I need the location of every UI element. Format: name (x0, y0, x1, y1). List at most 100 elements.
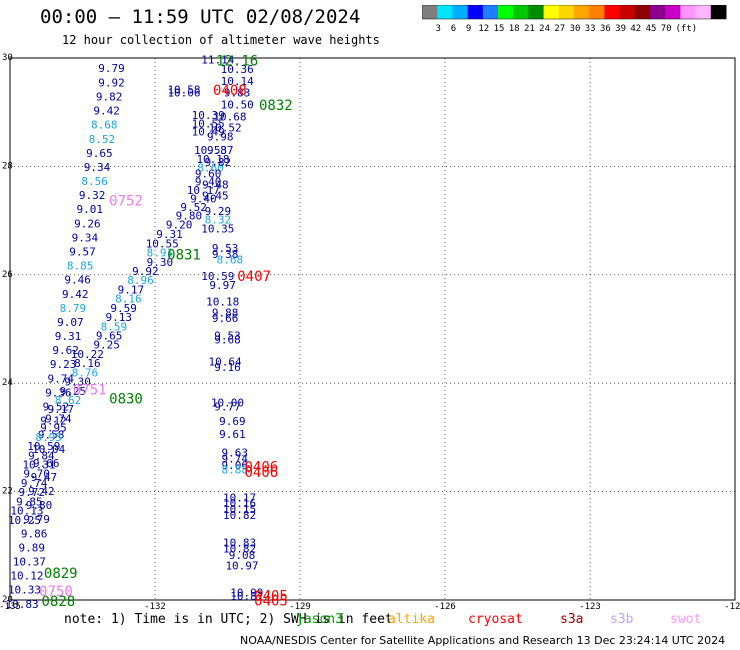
swh-value-label: 9.45 (202, 190, 229, 203)
swh-value-label: 10.58 (167, 83, 200, 96)
x-tick-label: -126 (434, 602, 456, 610)
swh-value-label: 8.95 (35, 431, 62, 444)
swh-value-label: 9.25 (60, 385, 87, 398)
legend-entry-s3b: s3b (610, 612, 634, 627)
swh-value-label: 9.13 (106, 311, 133, 324)
swh-value-label: 9.26 (74, 217, 101, 230)
swh-value-label: 9.92 (132, 265, 159, 278)
swh-value-label: 10.31 (22, 459, 55, 472)
colorbar-tick-label: 45 (646, 24, 657, 34)
swh-value-label: 9.86 (21, 527, 48, 540)
swh-value-label: 9.79 (98, 62, 125, 75)
x-tick-label: -129 (289, 602, 311, 610)
swh-value-label: 9.61 (219, 428, 246, 441)
swh-value-label: 9.87 (207, 144, 234, 157)
colorbar-swatch (665, 5, 681, 19)
colorbar-swatch (437, 5, 453, 19)
swh-value-label: 9.07 (57, 316, 84, 329)
swh-value-label: 9.66 (33, 457, 60, 470)
swh-value-label: 10.82 (223, 543, 256, 556)
colorbar-tick-label: 18 (509, 24, 520, 34)
legend-entry-altika: altika (388, 612, 435, 627)
swh-value-label: 10.50 (221, 99, 254, 112)
swh-value-label: 9.40 (195, 176, 222, 189)
swh-value-label: 10.36 (221, 63, 254, 76)
swh-value-label: 10.55 (192, 118, 225, 131)
swh-value-label: 9.01 (77, 203, 104, 216)
legend-entry-swot: swot (670, 612, 702, 627)
swh-value-label: 10.35 (201, 223, 234, 236)
swh-value-label: 10.15 (223, 503, 256, 516)
swh-value-label: 9.84 (28, 449, 55, 462)
swh-value-label: 9.30 (147, 256, 174, 269)
swh-value-label: 8.68 (91, 119, 118, 132)
swh-value-label: 10.59 (201, 270, 234, 283)
pass-time-label: 0405 (254, 589, 288, 605)
swh-value-label: 8.16 (115, 293, 142, 306)
swh-value-label: 8.32 (205, 214, 232, 227)
colorbar-tick-label: 9 (466, 24, 471, 34)
colorbar: 3 6 9 12 15 18 21 24 27 30 33 36 39 42 45 70 (ft) (422, 5, 727, 34)
colorbar-swatch (574, 5, 590, 19)
pass-time-label: 0405 (254, 594, 288, 610)
swh-value-label: 9.74 (48, 372, 75, 385)
map-frame (9, 57, 736, 601)
swh-value-label: 9.42 (28, 485, 55, 498)
swh-value-label: 10.59 (27, 440, 60, 453)
swh-value-label: 9.42 (93, 105, 120, 118)
swh-value-label: 8.85 (67, 260, 94, 273)
swh-value-label: 9.85 (16, 495, 43, 508)
swh-value-label: 9.80 (26, 499, 53, 512)
swh-value-label: 9.17 (48, 403, 75, 416)
colorbar-tick-label: 27 (554, 24, 565, 34)
swh-value-label: 9.58 (38, 429, 65, 442)
swh-value-label: 9.89 (19, 541, 46, 554)
swh-value-label: 8.91 (147, 247, 174, 260)
pass-time-label: 0751 (73, 383, 107, 399)
swh-value-label: 9.53 (214, 330, 241, 343)
colorbar-swatch (589, 5, 605, 19)
swh-value-label: 10.52 (209, 121, 242, 134)
swh-value-label: 9.12 (40, 415, 67, 428)
y-tick-label: 28 (2, 161, 13, 171)
swh-value-label: 10.87 (230, 590, 263, 603)
swh-value-label: 9.59 (110, 302, 137, 315)
swh-value-label: 9.80 (176, 210, 203, 223)
swh-value-label: 10.39 (192, 109, 225, 122)
legend-entry-s3a: s3a (560, 612, 584, 627)
swh-value-label: 9.40 (190, 192, 217, 205)
swh-value-label: 9.57 (69, 245, 96, 258)
swh-value-label: 10.99 (230, 586, 263, 599)
swh-value-label: 9.60 (195, 167, 222, 180)
x-tick-label: -123 (579, 602, 601, 610)
swh-value-label: 10.04 (32, 443, 65, 456)
colorbar-swatch (467, 5, 484, 19)
swh-value-label: 9.08 (229, 549, 256, 562)
swh-value-label: 10.18 (206, 295, 239, 308)
swh-value-label: 10.33 (8, 584, 41, 597)
swh-value-label: 9.48 (202, 178, 229, 191)
swh-value-label: 10.83 (223, 537, 256, 550)
swh-value-label: 9.83 (224, 87, 251, 100)
swh-value-label: 9.34 (72, 231, 99, 244)
swh-value-label: 9.74 (21, 477, 48, 490)
swh-value-label: 9.17 (118, 283, 145, 296)
colorbar-swatch (543, 5, 560, 19)
swh-value-label: 9.79 (23, 513, 50, 526)
swh-value-label: 9.06 (222, 459, 249, 472)
swh-value-label: 10.17 (223, 492, 256, 505)
swh-value-label: 9.69 (219, 415, 246, 428)
colorbar-tick-label: 70 (661, 24, 672, 34)
y-tick-label: 30 (2, 53, 13, 63)
colorbar-tick-label: 15 (494, 24, 505, 34)
swh-value-label: 9.63 (222, 447, 249, 460)
swh-value-label: 9.68 (214, 333, 241, 346)
colorbar-swatch (634, 5, 651, 19)
swh-value-label: 8.88 (222, 463, 249, 476)
swh-value-label: 10.14 (221, 75, 254, 88)
swh-value-label: 9.65 (86, 147, 113, 160)
swh-value-label: 9.47 (31, 471, 58, 484)
wave-height-map: -135 -132 -129 -126 -123 -120 30 28 26 24 22 20 9.79… (0, 53, 740, 610)
swh-value-label: 9.30 (64, 376, 91, 389)
swh-value-label: 10.25 (8, 514, 41, 527)
